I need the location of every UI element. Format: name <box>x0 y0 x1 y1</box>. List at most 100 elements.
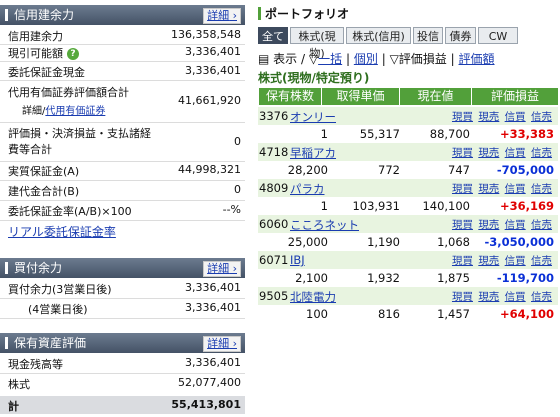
credit-row-label: 委託保証金現金 <box>8 66 85 79</box>
tab-fund[interactable]: 投信 <box>413 27 443 44</box>
credit-row-label: 信用建余力 <box>8 30 63 43</box>
holding-values-row: 25,000 1,190 1,068 -3,050,000 <box>258 233 558 251</box>
holding-cost: 103,931 <box>352 199 400 213</box>
credit-row-value: 0 <box>234 135 241 148</box>
credit-row-label: 実質保証金(A) <box>8 165 80 178</box>
margin-buy-link[interactable]: 信買 <box>504 147 526 159</box>
tab-all[interactable]: 全て <box>258 27 288 44</box>
portfolio-title: ポートフォリオ <box>265 7 350 21</box>
assets-row-value: 52,077,400 <box>178 376 241 389</box>
cash-sell-link[interactable]: 現売 <box>478 183 500 195</box>
margin-sell-link[interactable]: 信売 <box>531 147 552 159</box>
cash-buy-link[interactable]: 現買 <box>451 183 473 195</box>
buy-row-label: 買付余力(3営業日後) <box>8 283 112 296</box>
divider <box>0 80 245 81</box>
holding-name-row: 4809 パラカ 現買 現売 信買 信売 <box>258 179 558 197</box>
buy-detail-button[interactable]: 詳細 › <box>203 261 241 277</box>
credit-sub-detail: 詳細/代用有価証券 <box>22 106 106 117</box>
margin-sell-link[interactable]: 信売 <box>531 183 552 195</box>
credit-row-value: --% <box>222 203 241 216</box>
assets-row-label: 現金残高等 <box>8 358 63 371</box>
margin-sell-link[interactable]: 信売 <box>531 111 552 123</box>
header-bar-icon <box>5 9 8 21</box>
holding-name-row: 9505 北陸電力 現買 現売 信買 信売 <box>258 287 558 305</box>
cash-buy-link[interactable]: 現買 <box>451 147 473 159</box>
cash-buy-link[interactable]: 現買 <box>451 255 473 267</box>
assets-row-value: 3,336,401 <box>185 356 241 369</box>
cash-buy-link[interactable]: 現買 <box>451 219 473 231</box>
portfolio-toolbar: ▤ 表示 / ▽一括 | 個別 | ▽評価損益 | 評価額 <box>258 50 495 67</box>
divider <box>0 180 245 181</box>
holding-actions: 現買 現売 信買 信売 <box>450 181 552 196</box>
assets-total-row: 計 55,413,801 <box>0 396 245 414</box>
tab-cw[interactable]: CW <box>478 27 518 44</box>
cash-buy-link[interactable]: 現買 <box>451 291 473 303</box>
holding-price: 140,100 <box>422 199 470 213</box>
credit-row-label: 現引可能額? <box>8 45 79 61</box>
tab-stock-margin[interactable]: 株式(信用) <box>346 27 411 44</box>
holding-qty: 1 <box>320 199 328 213</box>
tab-stock-cash[interactable]: 株式(現物) <box>290 27 344 60</box>
margin-buy-link[interactable]: 信買 <box>504 183 526 195</box>
real-margin-link[interactable]: リアル委託保証金率 <box>8 225 116 239</box>
holding-values-row: 2,100 1,932 1,875 -119,700 <box>258 269 558 287</box>
holding-cost: 772 <box>378 163 400 177</box>
credit-row: 建代金合計(B) 0 <box>0 182 245 200</box>
cash-sell-link[interactable]: 現売 <box>478 219 500 231</box>
toolbar-bulk[interactable]: 一括 <box>318 52 343 66</box>
tab-bond[interactable]: 債券 <box>445 27 476 44</box>
holding-actions: 現買 現売 信買 信売 <box>450 253 552 268</box>
credit-row-value: 3,336,401 <box>185 64 241 77</box>
margin-buy-link[interactable]: 信買 <box>504 219 526 231</box>
holding-actions: 現買 現売 信買 信売 <box>450 145 552 160</box>
cash-sell-link[interactable]: 現売 <box>478 291 500 303</box>
help-icon[interactable]: ? <box>67 48 79 60</box>
holding-name-link[interactable]: 北陸電力 <box>290 290 336 304</box>
holding-name-link[interactable]: 早稲アカ <box>290 146 336 160</box>
holding-code: 9505 <box>259 289 289 303</box>
divider <box>0 122 245 123</box>
substitute-securities-link[interactable]: 代用有価証券 <box>45 106 106 117</box>
credit-row: 委託保証金現金 3,336,401 <box>0 63 245 80</box>
toolbar-show: 表示 <box>273 52 298 66</box>
assets-row-stock: 株式 52,077,400 <box>0 375 245 393</box>
cash-sell-link[interactable]: 現売 <box>478 147 500 159</box>
holding-pl: -705,000 <box>496 163 554 177</box>
divider <box>0 161 245 162</box>
holding-cost: 1,190 <box>367 235 400 249</box>
holding-name-row: 3376 オンリー 現買 現売 信買 信売 <box>258 107 558 125</box>
toolbar-each[interactable]: 個別 <box>353 52 378 66</box>
credit-row: 現引可能額? 3,336,401 <box>0 44 245 61</box>
holding-name-link[interactable]: パラカ <box>290 182 325 196</box>
divider <box>0 61 245 62</box>
divider <box>0 200 245 201</box>
assets-detail-button[interactable]: 詳細 › <box>203 336 241 352</box>
buy-row-3day: 買付余力(3営業日後) 3,336,401 <box>0 280 245 298</box>
holding-name-link[interactable]: IBJ <box>290 253 305 267</box>
margin-buy-link[interactable]: 信買 <box>504 111 526 123</box>
credit-row: 代用有価証券評価額合計 詳細/代用有価証券 41,661,920 <box>0 82 245 122</box>
holding-qty: 2,100 <box>295 271 328 285</box>
credit-detail-button[interactable]: 詳細 › <box>203 8 241 24</box>
divider <box>0 298 245 299</box>
header-pl: 評価損益 <box>472 88 558 105</box>
cash-sell-link[interactable]: 現売 <box>478 111 500 123</box>
holding-name-link[interactable]: オンリー <box>290 110 336 124</box>
credit-row-label: 委託保証金率(A/B)×100 <box>8 205 132 218</box>
holding-qty: 25,000 <box>287 235 328 249</box>
cash-buy-link[interactable]: 現買 <box>451 111 473 123</box>
holding-cost: 816 <box>378 307 400 321</box>
margin-sell-link[interactable]: 信売 <box>531 291 552 303</box>
holding-name-link[interactable]: こころネット <box>290 218 359 232</box>
margin-buy-link[interactable]: 信買 <box>504 291 526 303</box>
holding-cost: 55,317 <box>359 127 400 141</box>
header-cost: 取得単価 <box>322 88 399 105</box>
margin-sell-link[interactable]: 信売 <box>531 219 552 231</box>
holding-values-row: 28,200 772 747 -705,000 <box>258 161 558 179</box>
cash-sell-link[interactable]: 現売 <box>478 255 500 267</box>
margin-sell-link[interactable]: 信売 <box>531 255 552 267</box>
toolbar-value-link[interactable]: 評価額 <box>458 52 495 66</box>
toolbar-sep: | <box>450 52 455 66</box>
toolbar-sep: / <box>301 52 306 66</box>
margin-buy-link[interactable]: 信買 <box>504 255 526 267</box>
